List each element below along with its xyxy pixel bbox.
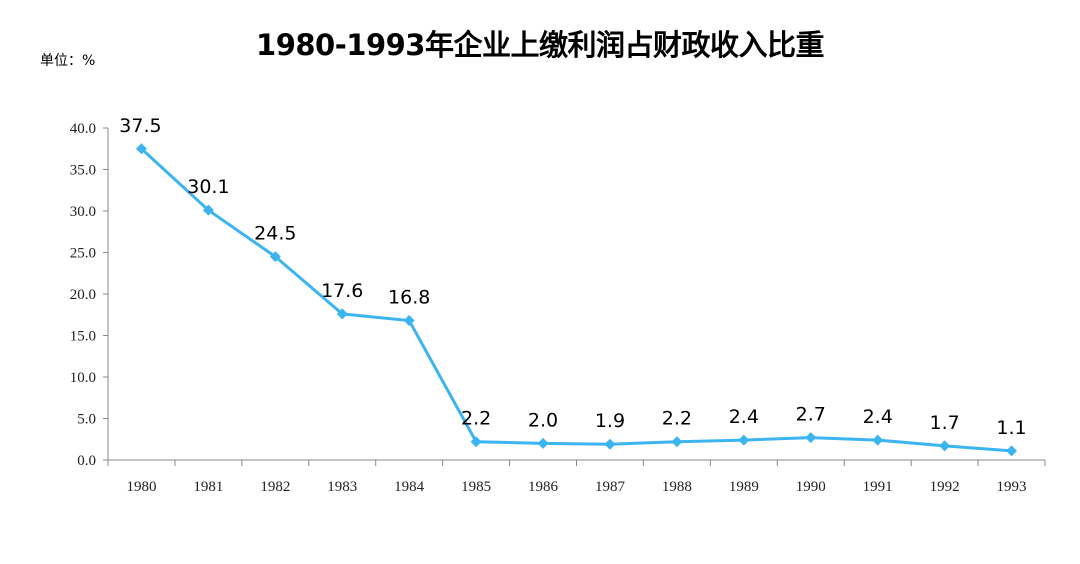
y-tick-label: 10.0 bbox=[70, 370, 96, 386]
x-tick-label: 1988 bbox=[662, 479, 692, 495]
y-tick-label: 40.0 bbox=[70, 121, 96, 137]
y-tick-label: 25.0 bbox=[70, 246, 96, 262]
data-point-marker bbox=[738, 434, 750, 446]
y-tick-label: 35.0 bbox=[70, 163, 96, 179]
data-label: 30.1 bbox=[187, 176, 229, 198]
data-point-marker bbox=[805, 432, 817, 444]
x-tick-label: 1989 bbox=[729, 479, 759, 495]
y-tick-label: 30.0 bbox=[70, 204, 96, 220]
data-label: 2.4 bbox=[729, 406, 759, 428]
data-point-marker bbox=[202, 204, 214, 216]
unit-label: 单位：% bbox=[40, 53, 96, 69]
y-tick-label: 20.0 bbox=[70, 287, 96, 303]
data-point-marker bbox=[135, 143, 147, 155]
data-label: 2.2 bbox=[461, 408, 491, 430]
data-label: 2.2 bbox=[662, 408, 692, 430]
data-label: 1.1 bbox=[996, 417, 1026, 439]
x-tick-label: 1992 bbox=[930, 479, 960, 495]
data-point-marker bbox=[336, 308, 348, 320]
y-tick-label: 5.0 bbox=[77, 412, 96, 428]
data-label: 1.7 bbox=[929, 412, 959, 434]
data-label: 16.8 bbox=[388, 287, 430, 309]
data-point-marker bbox=[872, 434, 884, 446]
data-label: 17.6 bbox=[321, 280, 363, 302]
data-point-marker bbox=[1006, 445, 1018, 457]
x-tick-label: 1983 bbox=[327, 479, 357, 495]
x-tick-label: 1986 bbox=[528, 479, 559, 495]
data-label: 24.5 bbox=[254, 223, 296, 245]
series-line bbox=[140, 147, 1012, 453]
chart-title: 1980-1993年企业上缴利润占财政收入比重 bbox=[256, 28, 824, 62]
x-tick-label: 1982 bbox=[260, 479, 290, 495]
data-point-marker bbox=[537, 437, 549, 449]
x-tick-label: 1985 bbox=[461, 479, 491, 495]
x-tick-label: 1993 bbox=[997, 479, 1027, 495]
data-point-marker bbox=[671, 436, 683, 448]
data-point-marker bbox=[269, 251, 281, 263]
x-tick-label: 1991 bbox=[863, 479, 893, 495]
data-label: 2.0 bbox=[528, 409, 558, 431]
data-point-marker bbox=[403, 315, 415, 327]
x-tick-label: 1984 bbox=[394, 479, 425, 495]
data-label: 1.9 bbox=[595, 410, 625, 432]
y-tick-label: 15.0 bbox=[70, 329, 96, 345]
data-label: 2.7 bbox=[796, 404, 826, 426]
x-tick-label: 1987 bbox=[595, 479, 626, 495]
data-label: 2.4 bbox=[863, 406, 893, 428]
data-label: 37.5 bbox=[119, 115, 161, 137]
x-tick-label: 1981 bbox=[193, 479, 223, 495]
data-point-marker bbox=[470, 436, 482, 448]
data-point-marker bbox=[604, 438, 616, 450]
y-tick-label: 0.0 bbox=[77, 453, 96, 469]
x-tick-label: 1990 bbox=[796, 479, 826, 495]
x-tick-label: 1980 bbox=[126, 479, 156, 495]
data-point-marker bbox=[939, 440, 951, 452]
